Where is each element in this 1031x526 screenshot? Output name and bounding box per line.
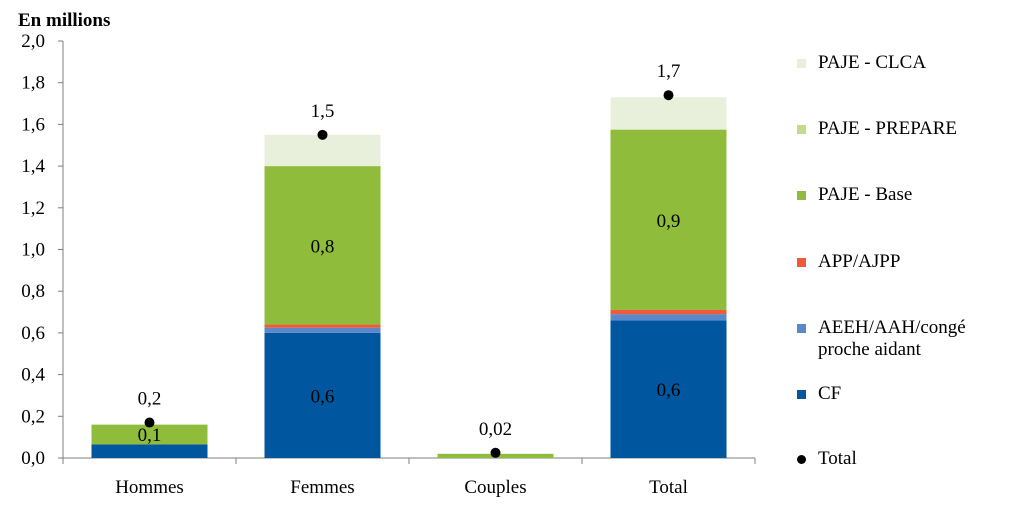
legend-swatch xyxy=(797,125,806,134)
legend-marker xyxy=(797,455,806,464)
y-tick-label: 0,0 xyxy=(21,448,45,469)
bars xyxy=(91,97,727,458)
y-tick-label: 2,0 xyxy=(21,31,45,52)
y-tick-label: 0,4 xyxy=(21,365,45,386)
legend-swatch xyxy=(797,258,806,267)
y-tick-label: 0,2 xyxy=(21,406,45,427)
bar-segment xyxy=(610,129,727,310)
y-tick-label: 1,4 xyxy=(21,156,45,177)
legend-swatch xyxy=(797,191,806,200)
legend-label: PAJE - PREPARE xyxy=(818,118,958,139)
bar-segment xyxy=(264,324,381,328)
legend-label: PAJE - CLCA xyxy=(818,52,927,73)
bar-segment xyxy=(264,327,381,333)
legend-item: Total xyxy=(797,448,857,470)
y-tick-label: 0,8 xyxy=(21,281,45,302)
y-tick-label: 1,8 xyxy=(21,73,45,94)
legend-swatch xyxy=(797,59,806,68)
bar-segment xyxy=(264,332,381,458)
total-marker xyxy=(317,129,328,140)
data-label: 0,6 xyxy=(311,386,335,407)
total-label: 0,02 xyxy=(479,419,512,440)
bar-segment xyxy=(91,424,208,445)
x-tick-label: Couples xyxy=(464,477,526,498)
total-label: 1,5 xyxy=(311,101,335,122)
legend-item: AEEH/AAH/congé proche aidant xyxy=(797,317,966,361)
legend-item: APP/AJPP xyxy=(797,251,900,273)
legend-label: PAJE - Base xyxy=(818,184,913,205)
y-tick-label: 1,2 xyxy=(21,198,45,219)
legend-label: Total xyxy=(818,448,857,469)
legend-label: CF xyxy=(818,383,842,404)
total-marker xyxy=(490,447,501,458)
x-tick-label: Hommes xyxy=(115,477,184,498)
data-label: 0,8 xyxy=(311,236,335,257)
bar-segment xyxy=(610,314,727,321)
data-label: 0,6 xyxy=(657,380,681,401)
legend-label: APP/AJPP xyxy=(818,251,901,272)
y-tick-label: 1,6 xyxy=(21,114,45,135)
bar-segment xyxy=(610,320,727,458)
legend-swatch xyxy=(797,390,806,399)
total-label: 1,7 xyxy=(657,61,681,82)
bar-segment xyxy=(610,97,727,130)
legend-label: AEEH/AAH/congé proche aidant xyxy=(818,317,966,360)
x-tick-label: Total xyxy=(649,477,688,498)
bar-segment xyxy=(264,166,381,325)
bar-segment xyxy=(264,134,381,167)
legend-item: PAJE - PREPARE xyxy=(797,118,957,140)
y-tick-label: 1,0 xyxy=(21,240,45,261)
y-tick-label: 0,6 xyxy=(21,323,45,344)
bar-segment xyxy=(610,309,727,315)
unit-title: En millions xyxy=(18,10,111,31)
legend-swatch xyxy=(797,324,806,333)
total-label: 0,2 xyxy=(138,389,162,410)
data-label: 0,9 xyxy=(657,211,681,232)
legend-item: PAJE - Base xyxy=(797,184,912,206)
data-labels: 0,1 0,2 0,6 0,8 1,5 0,02 0,6 0,9 1,7 xyxy=(138,61,681,458)
legend-item: CF xyxy=(797,383,841,405)
bar-segment xyxy=(91,444,208,458)
axes: 0,0 0,2 0,4 0,6 0,8 1,0 1,2 1,4 1,6 1,8 2,0 Hommes F… xyxy=(21,31,756,498)
data-label: 0,1 xyxy=(138,425,162,446)
legend-item: PAJE - CLCA xyxy=(797,52,926,74)
total-marker xyxy=(144,417,155,428)
x-tick-label: Femmes xyxy=(290,477,354,498)
total-marker xyxy=(663,90,674,101)
